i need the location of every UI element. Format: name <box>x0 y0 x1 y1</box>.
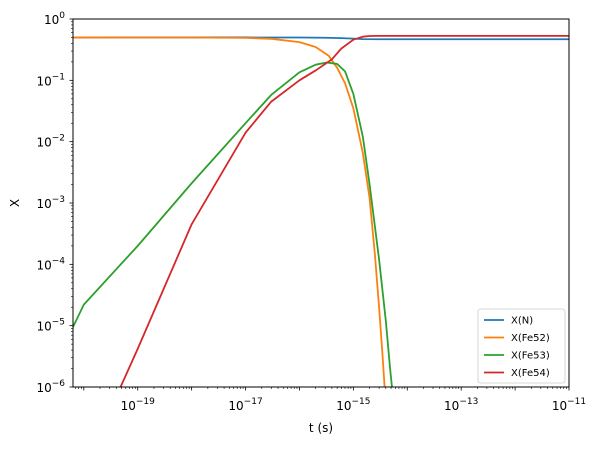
legend-label-1: X(Fe52) <box>511 333 550 344</box>
legend-label-2: X(Fe53) <box>511 351 550 362</box>
x-axis-ticks: 10−19 10−17 10−15 10−13 10−11 <box>75 387 586 413</box>
series-line-3 <box>119 35 569 387</box>
series-line-2 <box>73 61 393 387</box>
x-tick-label-2: 10−15 <box>336 397 370 413</box>
legend-box <box>477 308 566 384</box>
y-tick-label-3: 10−3 <box>36 195 65 211</box>
series-layer <box>73 35 569 387</box>
y-tick-label-5: 10−1 <box>36 72 65 88</box>
legend-label-0: X(N) <box>511 316 533 327</box>
y-tick-label-0: 10−6 <box>36 379 65 395</box>
x-tick-label-0: 10−19 <box>121 397 156 413</box>
y-axis-label: X <box>8 199 22 207</box>
legend: X(N) X(Fe52) X(Fe53) X(Fe54) <box>477 308 566 384</box>
y-tick-label-1: 10−5 <box>36 318 65 334</box>
legend-label-3: X(Fe54) <box>511 368 550 379</box>
plot-frame <box>72 18 570 388</box>
x-tick-label-1: 10−17 <box>228 397 262 413</box>
y-axis-ticks: 10−6 10−5 10−4 10−3 10−2 10−1 100 <box>36 11 73 395</box>
x-axis-label: t (s) <box>309 421 333 435</box>
y-tick-label-4: 10−2 <box>36 134 65 150</box>
series-line-1 <box>73 36 386 387</box>
x-tick-label-4: 10−11 <box>552 397 586 413</box>
y-tick-label-6: 100 <box>44 11 65 27</box>
x-tick-label-3: 10−13 <box>444 397 478 413</box>
y-tick-label-2: 10−4 <box>36 256 65 272</box>
